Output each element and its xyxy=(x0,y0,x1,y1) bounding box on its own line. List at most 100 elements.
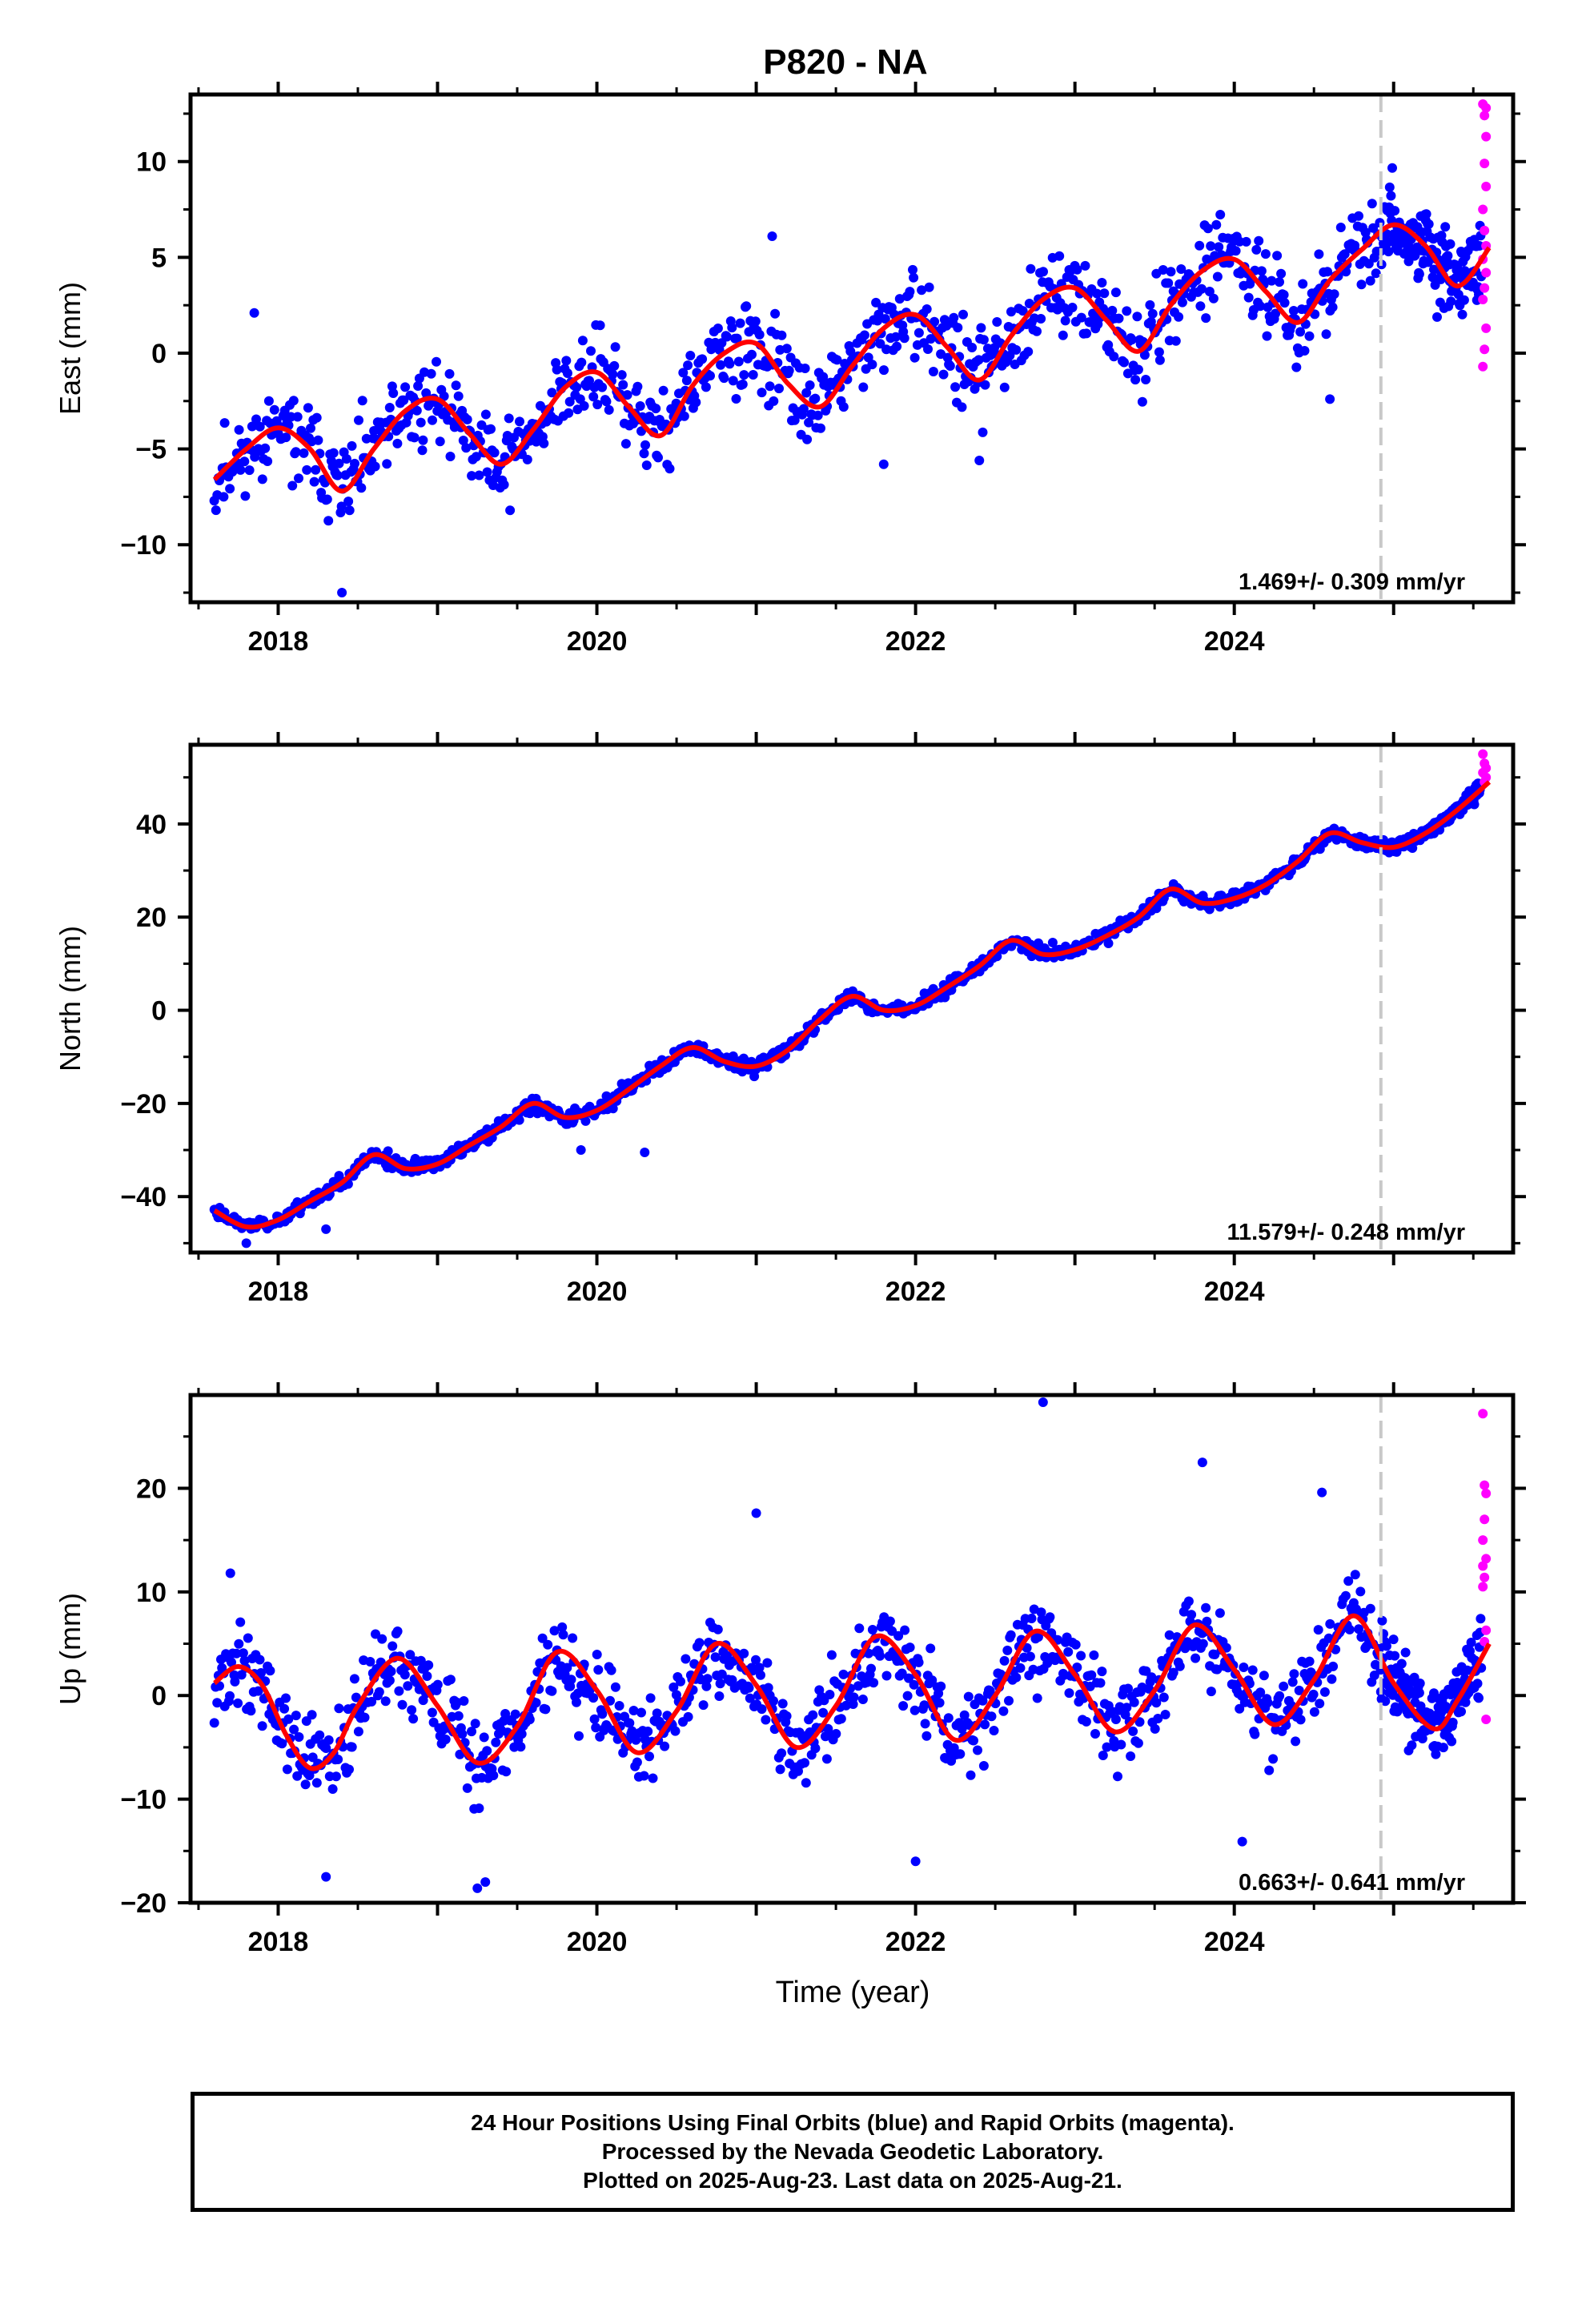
east-final-point xyxy=(967,343,978,352)
east-final-point xyxy=(595,320,605,331)
east-final-point xyxy=(1329,289,1339,300)
up-final-point xyxy=(644,1751,654,1762)
up-final-point xyxy=(1036,1607,1046,1618)
up-final-point xyxy=(610,1682,620,1692)
east-final-point xyxy=(1166,267,1176,277)
east-final-point xyxy=(471,452,481,462)
east-final-point xyxy=(832,355,842,365)
east-final-point xyxy=(435,436,445,447)
up-final-point xyxy=(1113,1771,1122,1782)
up-final-point xyxy=(857,1695,868,1704)
east-final-point xyxy=(1356,279,1367,290)
up-final-point xyxy=(762,1658,773,1668)
up-final-point xyxy=(1110,1715,1121,1724)
east-final-point xyxy=(816,423,825,433)
east-final-point xyxy=(1231,246,1241,256)
up-final-point xyxy=(1319,1687,1330,1697)
up-final-point xyxy=(893,1630,904,1641)
east-final-point xyxy=(1445,239,1456,249)
up-final-point xyxy=(1123,1683,1133,1694)
east-final-point xyxy=(255,421,265,432)
up-final-point xyxy=(955,1749,966,1759)
east-final-point xyxy=(974,455,985,465)
east-final-point xyxy=(604,404,614,415)
east-panel: −10 −5 0 5 10 2018 2020 2022 2024 1.469+/- 0.309… xyxy=(54,82,1526,657)
east-final-point xyxy=(302,464,312,475)
up-final-point xyxy=(365,1657,375,1667)
east-final-point xyxy=(522,454,532,464)
east-final-point xyxy=(1196,283,1207,294)
east-final-point xyxy=(813,410,823,420)
up-final-point xyxy=(1325,1618,1335,1629)
east-final-point xyxy=(880,314,890,324)
east-final-point xyxy=(291,447,301,457)
up-final-point xyxy=(821,1754,832,1764)
up-final-point xyxy=(1472,1679,1483,1689)
up-final-point xyxy=(869,1678,879,1688)
east-final-point xyxy=(757,388,767,398)
east-final-point xyxy=(1384,182,1395,192)
east-final-point xyxy=(957,402,967,412)
east-final-point xyxy=(332,470,343,480)
up-final-point xyxy=(537,1633,548,1643)
east-final-point xyxy=(719,373,729,384)
east-final-point xyxy=(1139,350,1150,360)
east-final-point xyxy=(588,392,599,402)
east-final-point xyxy=(748,370,758,380)
up-rapid-point xyxy=(1478,1535,1488,1546)
up-final-point xyxy=(574,1731,584,1741)
up-final-point xyxy=(710,1652,721,1663)
north-panel: −40 −20 0 20 40 2018 2020 2022 2024 11.579+/- 0.… xyxy=(54,732,1526,1307)
east-final-point xyxy=(260,443,271,453)
up-final-point xyxy=(301,1716,311,1727)
east-final-point xyxy=(678,368,689,378)
up-final-point xyxy=(751,1508,761,1518)
up-final-point xyxy=(351,1692,361,1703)
up-final-point xyxy=(1250,1729,1260,1739)
up-final-point xyxy=(1315,1699,1325,1709)
up-final-point xyxy=(282,1764,292,1775)
east-final-point xyxy=(1154,347,1164,357)
up-final-point xyxy=(1279,1681,1289,1691)
east-final-point xyxy=(1208,293,1219,304)
east-final-point xyxy=(412,405,422,416)
east-final-point xyxy=(409,432,420,443)
up-final-point xyxy=(913,1657,924,1667)
east-final-point xyxy=(461,443,472,453)
east-final-point xyxy=(515,416,524,427)
up-final-point xyxy=(1134,1717,1145,1727)
up-final-point xyxy=(825,1690,835,1699)
east-final-point xyxy=(286,412,296,422)
east-final-point xyxy=(713,324,723,333)
up-final-point xyxy=(227,1657,236,1667)
up-final-point xyxy=(281,1693,291,1703)
up-final-point xyxy=(701,1681,712,1691)
east-final-point xyxy=(986,350,996,360)
up-final-point xyxy=(1259,1671,1269,1681)
up-final-point xyxy=(648,1773,658,1783)
north-x-tick-label: 2020 xyxy=(567,1277,628,1307)
up-final-point xyxy=(1388,1634,1399,1645)
east-final-point xyxy=(800,364,810,373)
east-final-point xyxy=(784,365,794,376)
caption-box: 24 Hour Positions Using Final Orbits (bl… xyxy=(191,2092,1515,2212)
east-final-point xyxy=(805,380,815,390)
east-final-point xyxy=(1295,327,1306,337)
east-final-point xyxy=(1006,307,1016,317)
east-final-point xyxy=(462,414,472,424)
up-final-point xyxy=(713,1624,723,1634)
north-y-tick-label: 40 xyxy=(136,810,167,840)
up-final-point xyxy=(230,1676,240,1687)
up-final-point xyxy=(386,1667,396,1677)
up-final-point xyxy=(1146,1672,1157,1683)
north-x-tick-label: 2018 xyxy=(248,1277,309,1307)
east-final-point xyxy=(992,317,1002,327)
east-final-point xyxy=(1276,268,1287,279)
east-final-point xyxy=(392,438,403,448)
up-final-point xyxy=(467,1727,476,1737)
east-final-point xyxy=(1383,247,1394,257)
east-final-point xyxy=(765,381,775,392)
east-final-point xyxy=(1099,288,1110,299)
up-final-point xyxy=(1076,1651,1086,1661)
east-final-point xyxy=(665,464,675,474)
